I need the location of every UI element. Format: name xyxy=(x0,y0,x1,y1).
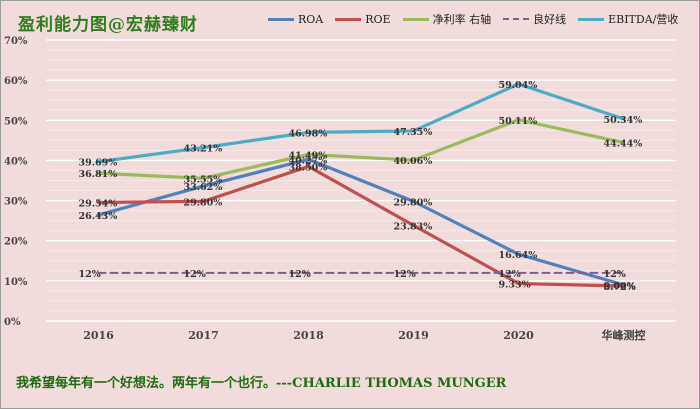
legend-item-0: ROA xyxy=(268,13,323,26)
data-label: 36.81% xyxy=(79,169,118,180)
legend-item-1: ROE xyxy=(335,12,391,26)
y-tick-label: 60% xyxy=(4,76,28,87)
data-label: 59.04% xyxy=(499,80,538,91)
series-line-2 xyxy=(96,118,626,180)
data-label: 12% xyxy=(289,269,311,280)
legend-swatch xyxy=(335,17,362,21)
y-tick-label: 30% xyxy=(4,197,28,208)
series-line-4 xyxy=(96,82,626,164)
x-tick-label: 华峰测控 xyxy=(602,328,646,342)
data-label: 12% xyxy=(184,269,206,280)
data-label: 50.34% xyxy=(604,115,643,126)
data-label: 33.62% xyxy=(184,182,223,193)
data-label: 29.80% xyxy=(394,197,433,208)
data-label: 29.54% xyxy=(79,198,118,209)
data-label: 8.72% xyxy=(604,282,636,293)
data-label: 12% xyxy=(604,269,626,280)
chart-legend: ROA ROE 净利率 右轴 良好线 EBITDA/营收 xyxy=(268,10,690,28)
y-tick-label: 70% xyxy=(4,36,28,47)
chart-title: 盈利能力图@宏赫臻财 xyxy=(18,15,198,35)
x-tick-label: 2018 xyxy=(293,329,324,342)
y-tick-label: 0% xyxy=(4,317,21,328)
footer-quote: 我希望每年有一个好想法。两年有一个也行。---CHARLIE THOMAS MU… xyxy=(16,376,507,391)
data-label: 40.06% xyxy=(394,156,433,167)
x-tick-label: 2017 xyxy=(188,329,219,342)
data-label: 47.35% xyxy=(394,127,433,138)
data-label: 16.64% xyxy=(499,250,538,261)
legend-swatch xyxy=(268,17,294,21)
data-label: 9.33% xyxy=(499,280,531,291)
legend-label: 良好线 xyxy=(533,13,567,26)
series-line-1 xyxy=(96,164,626,288)
legend-swatch xyxy=(578,17,605,21)
x-tick-label: 2020 xyxy=(503,329,534,342)
data-label: 44.44% xyxy=(604,139,643,150)
legend-label: 净利率 右轴 xyxy=(432,13,492,26)
data-label: 39.69% xyxy=(79,158,118,169)
y-tick-label: 40% xyxy=(4,156,28,167)
y-tick-label: 50% xyxy=(4,116,28,127)
legend-label: EBITDA/营收 xyxy=(608,13,679,26)
legend-label: ROA xyxy=(298,12,324,26)
data-label: 26.43% xyxy=(79,211,118,222)
x-tick-label: 2019 xyxy=(398,329,429,342)
data-label: 38.50% xyxy=(289,162,328,173)
data-label: 41.49% xyxy=(289,150,328,161)
data-label: 35.55% xyxy=(184,174,223,185)
data-label: 43.21% xyxy=(184,144,223,155)
x-tick-label: 2016 xyxy=(83,329,114,342)
data-label: 50.11% xyxy=(499,116,538,127)
legend-label: ROE xyxy=(365,12,391,26)
legend-swatch xyxy=(402,17,429,21)
data-label: 23.83% xyxy=(394,221,433,232)
legend-swatch xyxy=(503,18,530,20)
legend-item-2: 净利率 右轴 xyxy=(402,11,492,27)
data-label: 46.98% xyxy=(289,128,328,139)
legend-item-3: 良好线 xyxy=(503,11,566,27)
y-tick-label: 20% xyxy=(4,237,28,248)
data-label: 40.27% xyxy=(289,155,328,166)
data-label: 12% xyxy=(79,269,101,280)
data-label: 29.80% xyxy=(184,197,223,208)
series-line-0 xyxy=(96,157,626,287)
data-label: 12% xyxy=(394,269,416,280)
y-tick-label: 10% xyxy=(4,277,28,288)
data-label: 9.00% xyxy=(604,281,636,292)
data-label: 12% xyxy=(499,269,521,280)
legend-item-4: EBITDA/营收 xyxy=(578,11,678,27)
